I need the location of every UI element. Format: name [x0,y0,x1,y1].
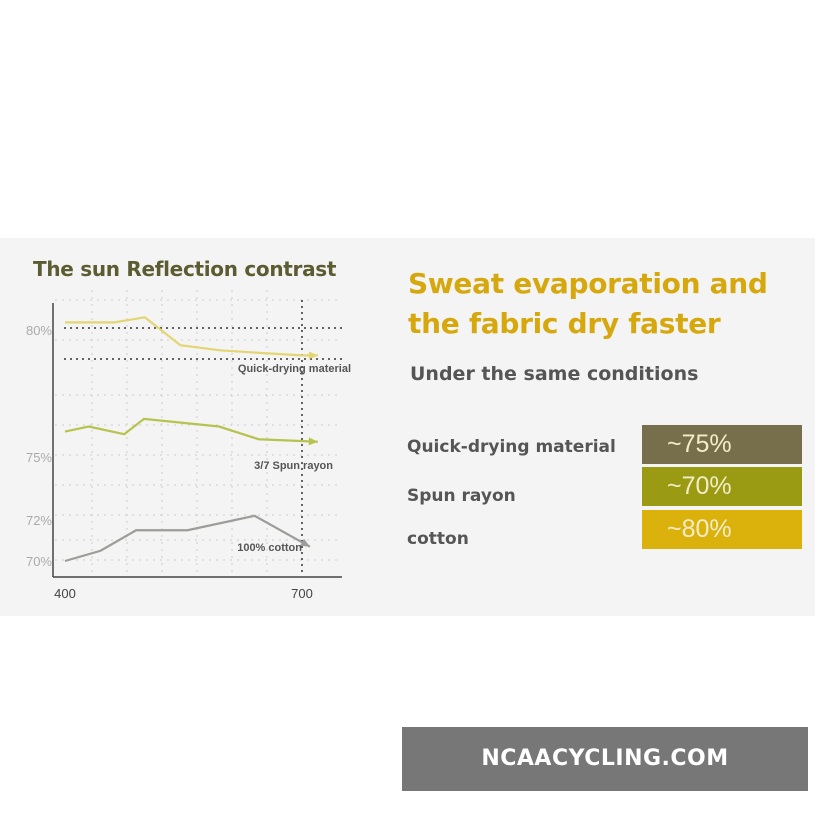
y-tick-label: 72% [26,513,52,528]
headline-line-1: Sweat evaporation and [408,267,768,300]
headline-line-2: the fabric dry faster [408,307,721,340]
comparison-label: Quick-drying material [407,437,616,457]
series-arrow [308,351,318,360]
headline: Sweat evaporation and the fabric dry fas… [408,264,768,344]
series-label: 100% cotton [237,542,302,554]
series-arrow [308,437,318,446]
series-label: Quick-drying material [238,363,351,375]
comparison-value-bar: ~80% [642,510,802,549]
watermark: NCAACYCLING.COM [402,727,808,791]
comparison-value-bar: ~70% [642,467,802,506]
x-tick-label: 700 [291,586,313,601]
comparison-value-bar: ~75% [642,425,802,464]
x-tick-label: 400 [54,586,76,601]
y-tick-label: 75% [26,450,52,465]
comparison-label: cotton [407,529,469,549]
chart-title: The sun Reflection contrast [33,257,337,281]
y-tick-label: 70% [26,554,52,569]
y-tick-label: 80% [26,323,52,338]
comparison-label: Spun rayon [407,486,516,506]
series-label: 3/7 Spun rayon [254,460,333,472]
series-line [64,417,318,443]
series-line [65,316,318,357]
series-line [64,514,311,563]
subtitle: Under the same conditions [410,363,699,385]
series-arrow [300,538,310,547]
